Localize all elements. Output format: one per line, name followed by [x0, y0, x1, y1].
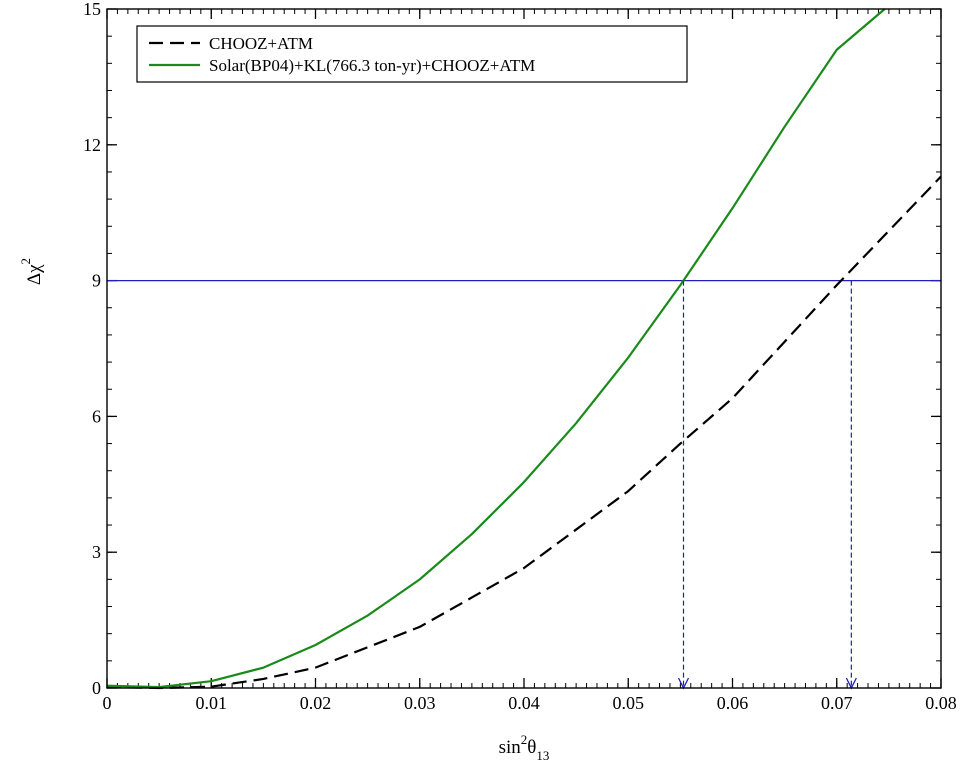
y-tick-label: 15 — [83, 0, 101, 19]
annotation-layer — [677, 280, 857, 690]
x-tick-label: 0.08 — [925, 693, 957, 713]
series-line-0 — [106, 175, 942, 690]
x-tick-label: 0.02 — [300, 693, 332, 713]
plot-frame — [106, 8, 942, 689]
series-line-1 — [106, 8, 886, 689]
x-tick-label: 0.05 — [613, 693, 645, 713]
legend-box — [136, 25, 688, 83]
x-axis-label-base: sin — [499, 737, 522, 758]
legend-label-solar-kl-chooz-atm: Solar(BP04)+KL(766.3 ton-yr)+CHOOZ+ATM — [209, 56, 535, 75]
x-tick-labels: 0 0.01 0.02 0.03 0.04 0.05 0.06 0.07 0.08 — [103, 693, 957, 713]
x-tick-label: 0.01 — [196, 693, 228, 713]
y-tick-label: 0 — [92, 678, 101, 698]
x-axis-label-greek: θ — [527, 737, 536, 758]
x-tick-label: 0 — [103, 693, 112, 713]
y-tick-label: 3 — [92, 542, 101, 562]
y-tick-labels: 0 3 6 9 12 15 — [83, 0, 101, 698]
minor-ticks — [106, 8, 942, 689]
x-tick-label: 0.07 — [821, 693, 853, 713]
x-tick-label: 0.03 — [404, 693, 436, 713]
legend-label-chooz-atm: CHOOZ+ATM — [209, 34, 313, 53]
y-tick-label: 6 — [92, 406, 101, 426]
x-axis-label-sup: 2 — [521, 732, 528, 747]
y-tick-label: 9 — [92, 271, 101, 291]
series-layer — [106, 8, 942, 690]
x-tick-label: 0.04 — [508, 693, 540, 713]
x-axis-label: sin2θ13 — [499, 732, 550, 763]
legend: CHOOZ+ATM Solar(BP04)+KL(766.3 ton-yr)+C… — [136, 25, 688, 83]
y-tick-label: 12 — [83, 135, 101, 155]
major-ticks — [106, 8, 942, 689]
y-axis-label-sup: 2 — [18, 258, 33, 265]
y-axis-label: Δχ2 — [18, 258, 45, 285]
x-tick-label: 0.06 — [717, 693, 749, 713]
x-axis-label-sub: 13 — [536, 748, 549, 763]
y-axis-label-base: Δχ — [24, 264, 45, 285]
